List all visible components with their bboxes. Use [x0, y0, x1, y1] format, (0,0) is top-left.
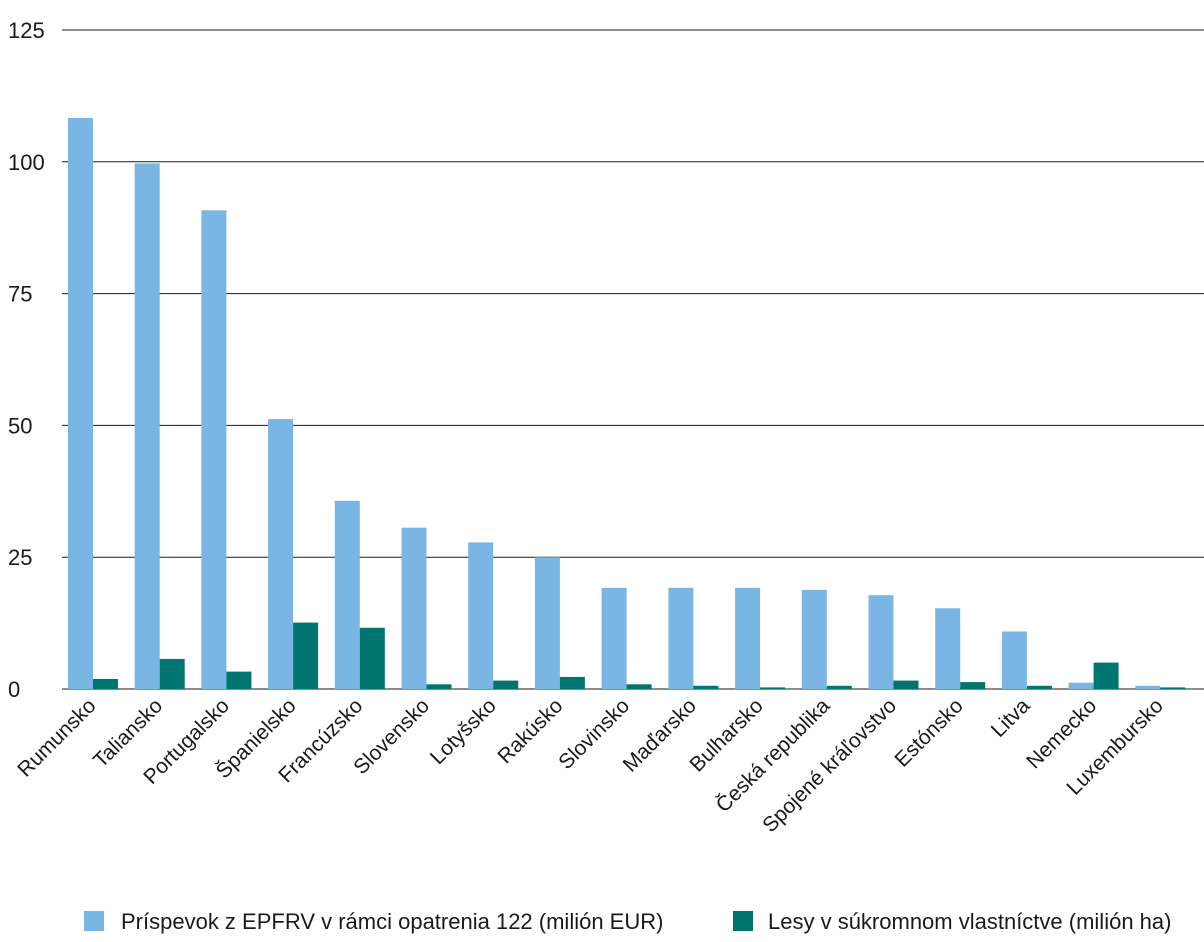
bar-series-1-16 — [1135, 685, 1161, 689]
legend-label-series-2: Lesy v súkromnom vlastníctve (milión ha) — [768, 909, 1171, 934]
bar-series-2-14 — [1026, 685, 1052, 689]
y-tick-label: 25 — [8, 545, 32, 570]
legend-swatch-series-2 — [733, 911, 753, 931]
bar-series-2-8 — [626, 684, 652, 689]
bar-series-2-4 — [359, 627, 385, 689]
y-tick-label: 125 — [8, 18, 45, 43]
x-tick-label: Lotyšsko — [426, 694, 501, 769]
bar-series-2-12 — [893, 680, 919, 689]
bar-series-2-11 — [826, 685, 852, 689]
bar-series-2-5 — [426, 684, 452, 689]
bar-series-1-0 — [68, 118, 93, 689]
legend: Príspevok z EPFRV v rámci opatrenia 122 … — [84, 909, 1171, 934]
bar-series-1-9 — [668, 587, 694, 689]
bar-series-1-3 — [268, 419, 294, 689]
bar-series-2-3 — [293, 622, 319, 689]
y-tick-label: 0 — [8, 677, 20, 702]
bar-series-2-6 — [493, 680, 519, 689]
x-axis-labels: RumunskoTalianskoPortugalskoŠpanielskoFr… — [13, 694, 1168, 837]
legend-swatch-series-1 — [84, 911, 104, 931]
bar-series-1-13 — [935, 608, 961, 689]
bar-series-1-15 — [1068, 682, 1094, 689]
bar-series-1-8 — [601, 587, 627, 689]
x-tick-label: Rumunsko — [13, 694, 100, 781]
y-axis-ticks: 0 25 50 75 100 125 — [8, 18, 45, 702]
bar-series-1-10 — [735, 587, 761, 689]
bar-series-2-0 — [93, 679, 118, 689]
bar-series-1-1 — [134, 163, 160, 689]
bar-series-1-4 — [334, 500, 360, 689]
bar-series-1-12 — [868, 595, 894, 689]
bar-series-1-11 — [801, 589, 827, 689]
bar-series-1-14 — [1001, 631, 1027, 689]
bars — [68, 118, 1186, 690]
x-tick-label: Litva — [987, 694, 1035, 742]
bar-series-2-1 — [159, 658, 185, 689]
y-tick-label: 50 — [8, 413, 32, 438]
x-tick-label: Estónsko — [890, 694, 967, 771]
x-tick-label: Česká republika — [712, 694, 835, 817]
y-tick-label: 75 — [8, 282, 32, 307]
bar-series-1-5 — [401, 527, 427, 689]
bar-series-2-7 — [559, 676, 585, 689]
bar-series-1-2 — [201, 210, 227, 690]
bar-series-2-10 — [760, 687, 786, 689]
bar-series-2-9 — [693, 685, 719, 689]
bar-series-1-7 — [534, 557, 560, 689]
y-tick-label: 100 — [8, 150, 45, 175]
gridlines — [62, 29, 1204, 690]
bar-series-2-16 — [1160, 687, 1186, 689]
bar-series-2-13 — [960, 682, 986, 689]
bar-series-2-2 — [226, 671, 252, 689]
bar-series-2-15 — [1093, 662, 1119, 689]
bar-series-1-6 — [468, 542, 494, 689]
legend-label-series-1: Príspevok z EPFRV v rámci opatrenia 122 … — [121, 909, 663, 934]
x-tick-label: Spojené kráľovstvo — [758, 694, 901, 837]
